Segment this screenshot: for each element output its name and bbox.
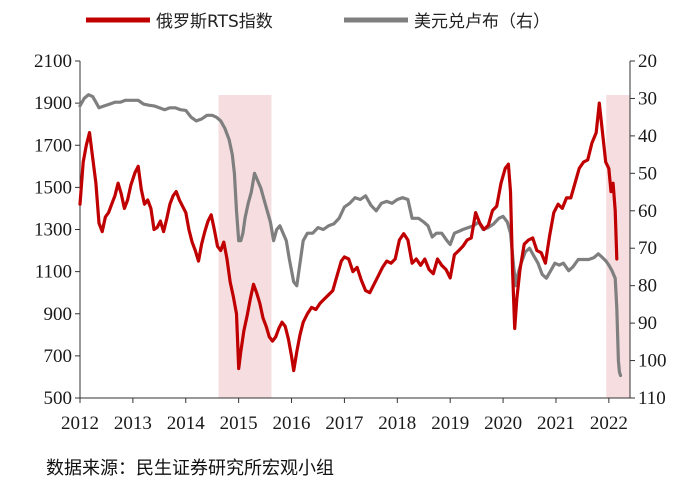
x-tick-label: 2019	[431, 413, 469, 434]
y-left-tick-label: 2100	[34, 51, 72, 72]
shaded-periods	[218, 95, 630, 398]
x-tick-label: 2021	[537, 413, 575, 434]
x-tick-label: 2013	[114, 413, 152, 434]
y-left-tick-label: 1100	[35, 262, 72, 283]
x-tick-label: 2012	[61, 413, 99, 434]
y-right-tick-label: 20	[638, 51, 657, 72]
x-tick-label: 2022	[590, 413, 628, 434]
y-left-tick-label: 500	[44, 388, 73, 409]
x-tick-label: 2020	[484, 413, 522, 434]
axes: 500 700 900 1100 1300 1500 1700 1900 2100 20 30 40 5…	[34, 51, 667, 434]
y-left-tick-label: 1500	[34, 177, 72, 198]
y-left-tick-label: 700	[44, 346, 73, 367]
legend-label-rts: 俄罗斯RTS指数	[156, 12, 273, 32]
y-right-tick-label: 50	[638, 163, 657, 184]
y-left-tick-label: 1300	[34, 220, 72, 241]
series-line-rts	[78, 101, 619, 373]
y-right-tick-label: 40	[638, 126, 657, 147]
y-left-tick-label: 1700	[34, 135, 72, 156]
y-right-tick-label: 30	[638, 88, 657, 109]
shaded-period-1	[606, 95, 630, 398]
y-right-tick-label: 70	[638, 238, 657, 259]
source-note: 数据来源：民生证券研究所宏观小组	[46, 458, 334, 479]
x-tick-label: 2017	[325, 413, 363, 434]
y-right-tick-label: 110	[638, 388, 666, 409]
legend: 俄罗斯RTS指数 美元兑卢布（右）	[86, 12, 550, 32]
y-right-tick-label: 90	[638, 313, 657, 334]
y-right-tick-label: 60	[638, 201, 657, 222]
legend-label-usdrub: 美元兑卢布（右）	[414, 12, 550, 32]
series-line-usdrub	[78, 93, 623, 378]
x-tick-label: 2018	[378, 413, 416, 434]
y-left-tick-label: 1900	[34, 93, 72, 114]
y-left-tick-label: 900	[44, 304, 73, 325]
x-tick-label: 2014	[167, 413, 206, 434]
shaded-period-0	[218, 95, 272, 398]
y-right-tick-label: 80	[638, 276, 657, 297]
y-right-tick-label: 100	[638, 351, 667, 372]
x-tick-label: 2015	[220, 413, 258, 434]
x-tick-label: 2016	[273, 413, 311, 434]
series-layer	[78, 93, 623, 378]
